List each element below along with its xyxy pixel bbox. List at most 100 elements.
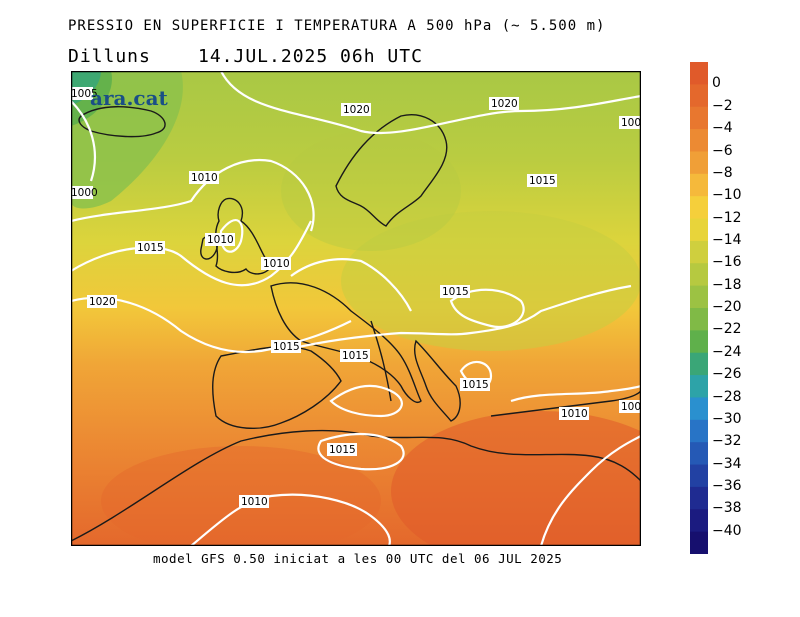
colorbar-swatch [690, 196, 708, 220]
colorbar-tick-label: −28 [712, 388, 742, 405]
isobar-1015-med [329, 384, 403, 418]
isobar-label-bg [440, 285, 470, 298]
isobar-1010-france [290, 258, 412, 312]
isobar-label-bg [71, 87, 93, 100]
colorbar-tick-label: −34 [712, 455, 742, 472]
isobar-1010-atlantic [71, 159, 315, 232]
colorbar-swatch [690, 285, 708, 309]
colorbar-swatch [690, 308, 708, 331]
isobar-label-bg [460, 378, 490, 391]
isobar-label-bg [527, 174, 557, 187]
isobar-label: 1015 [342, 350, 369, 362]
isobar-label: 1005 [621, 117, 641, 129]
isobar-label: 1005 [71, 88, 98, 100]
isobar-label-bg [239, 495, 269, 508]
map-frame [71, 71, 641, 546]
isobar-1015-central [280, 284, 632, 353]
isobar-label-bg [340, 349, 370, 362]
colorbar-swatch [690, 263, 708, 287]
isobar-label-bg [341, 103, 371, 116]
isobar-1020-north [220, 71, 641, 135]
model-run-footer: model GFS 0.50 iniciat a les 00 UTC del … [153, 551, 563, 566]
north-africa-coast [71, 429, 641, 542]
isobar-1010-egypt [539, 435, 641, 546]
colorbar-swatch [690, 173, 708, 197]
colorbar-swatch [690, 375, 708, 398]
colorbar-swatch [690, 464, 708, 488]
colorbar-swatch [690, 486, 708, 510]
isobar-1005-west [71, 100, 96, 182]
anatolia-coast [490, 390, 641, 417]
isobar-label-bg [489, 97, 519, 110]
isobar-1010-east [510, 384, 641, 403]
isobar-label-bg [271, 340, 301, 353]
colorbar-tick-label: −6 [712, 142, 733, 159]
isobar-label-bg [619, 400, 641, 413]
colorbar-swatch [690, 62, 708, 85]
colorbar-swatch [690, 442, 708, 466]
isobar-1020-iberia [71, 296, 352, 354]
isobar-label-bg [261, 257, 291, 270]
isobar-label: 1015 [442, 286, 469, 298]
colorbar-tick-label: −38 [712, 500, 742, 517]
colorbar-tick-label: −4 [712, 120, 733, 137]
colorbar-tick-label: −24 [712, 343, 742, 360]
isobar-label: 1020 [89, 296, 116, 308]
colorbar-swatch [690, 352, 708, 376]
colorbar-swatch [690, 240, 708, 264]
weekday-label: Dilluns [68, 46, 151, 67]
isobar-label-bg [71, 186, 93, 199]
colorbar-tick-label: −22 [712, 321, 742, 338]
isobar-label: 1010 [241, 496, 268, 508]
isobar-label: 1015 [137, 242, 164, 254]
colorbar-tick-label: −30 [712, 410, 742, 427]
colorbar-tick-label: −8 [712, 164, 733, 181]
balkans-coast [414, 339, 461, 422]
isobar-label: 1010 [561, 408, 588, 420]
isobar-label-bg [135, 241, 165, 254]
ara-cat-logo: ara.cat [90, 86, 168, 110]
colorbar-swatch [690, 129, 708, 152]
colorbar-swatch [690, 84, 708, 108]
isobar-label: 1020 [343, 104, 370, 116]
colorbar-swatch [690, 151, 708, 175]
isobar-label-bg [559, 407, 589, 420]
colorbar-tick-label: −18 [712, 276, 742, 293]
valid-time-label: 14.JUL.2025 06h UTC [198, 46, 423, 67]
colorbar-tick-label: −26 [712, 366, 742, 383]
isobar-1015-sahara [317, 433, 405, 471]
isobar-label-bg [619, 116, 641, 129]
isobar-label: 1015 [462, 379, 489, 391]
colorbar-swatch [690, 330, 708, 354]
britain-coast [215, 197, 272, 275]
coastlines [71, 106, 641, 542]
colorbar-tick-label: −14 [712, 231, 742, 248]
isobar-1010-sahara [190, 493, 391, 546]
colorbar-swatch [690, 397, 708, 421]
colorbar-tick-label: −32 [712, 433, 742, 450]
colorbar-tick-label: −20 [712, 299, 742, 315]
isobar-label: 1000 [71, 187, 98, 199]
central-europe-coast [270, 282, 422, 403]
scandinavia-coast [335, 114, 448, 227]
isobar-label: 1015 [273, 341, 300, 353]
chart-title: PRESSIO EN SUPERFICIE I TEMPERATURA A 50… [68, 18, 606, 34]
isobar-1015-atlantic [71, 220, 312, 287]
colorbar [690, 62, 708, 554]
isobar-label-bg [205, 233, 235, 246]
colorbar-swatch [690, 218, 708, 242]
isobars [71, 71, 641, 546]
cool-region-east [341, 211, 641, 351]
italy-coast [370, 320, 392, 402]
colorbar-swatch [690, 419, 708, 443]
colorbar-tick-label: −16 [712, 254, 742, 271]
colorbar-tick-label: −40 [712, 522, 742, 539]
colorbar-swatch [690, 509, 708, 533]
isobar-label-bg [327, 443, 357, 456]
isobar-label: 1010 [207, 234, 234, 246]
isobar-label: 1010 [191, 172, 218, 184]
isobar-label: 1010 [263, 258, 290, 270]
colorbar-swatch [690, 531, 708, 554]
isobar-label: 1015 [529, 175, 556, 187]
colorbar-tick-label: −36 [712, 477, 742, 494]
